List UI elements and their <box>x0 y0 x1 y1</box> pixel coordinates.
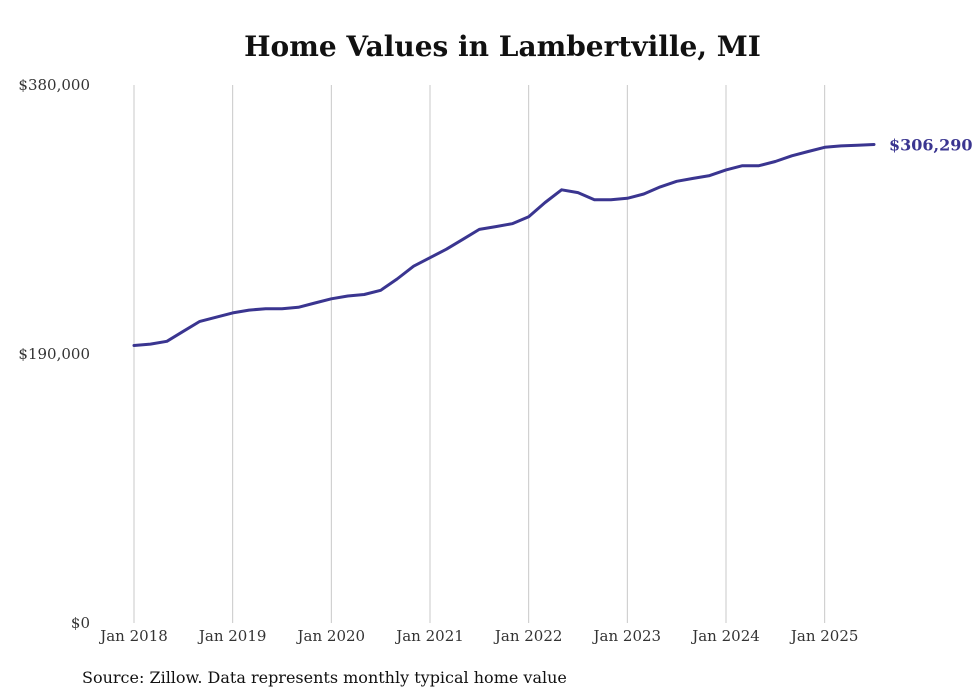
gridlines <box>133 85 826 623</box>
x-tick-label: Jan 2023 <box>592 627 662 645</box>
y-tick-label: $0 <box>71 614 90 632</box>
x-tick-label: Jan 2024 <box>690 627 760 645</box>
end-value-label: $306,290 <box>889 135 973 154</box>
x-axis-ticks: Jan 2018 Jan 2019 Jan 2020 Jan 2021 Jan 2022… <box>98 627 858 645</box>
series-line <box>132 143 876 347</box>
y-tick-label: $380,000 <box>18 76 90 94</box>
x-tick-label: Jan 2025 <box>789 627 859 645</box>
source-note: Source: Zillow. Data represents monthly … <box>82 668 567 687</box>
chart-title: Home Values in Lambertville, MI <box>244 30 761 63</box>
x-tick-label: Jan 2018 <box>98 627 168 645</box>
y-axis-ticks: $0 $190,000 $380,000 <box>18 76 90 632</box>
x-tick-label: Jan 2021 <box>394 627 464 645</box>
x-tick-label: Jan 2022 <box>493 627 563 645</box>
x-tick-label: Jan 2019 <box>197 627 267 645</box>
y-tick-label: $190,000 <box>18 345 90 363</box>
x-tick-label: Jan 2020 <box>296 627 366 645</box>
